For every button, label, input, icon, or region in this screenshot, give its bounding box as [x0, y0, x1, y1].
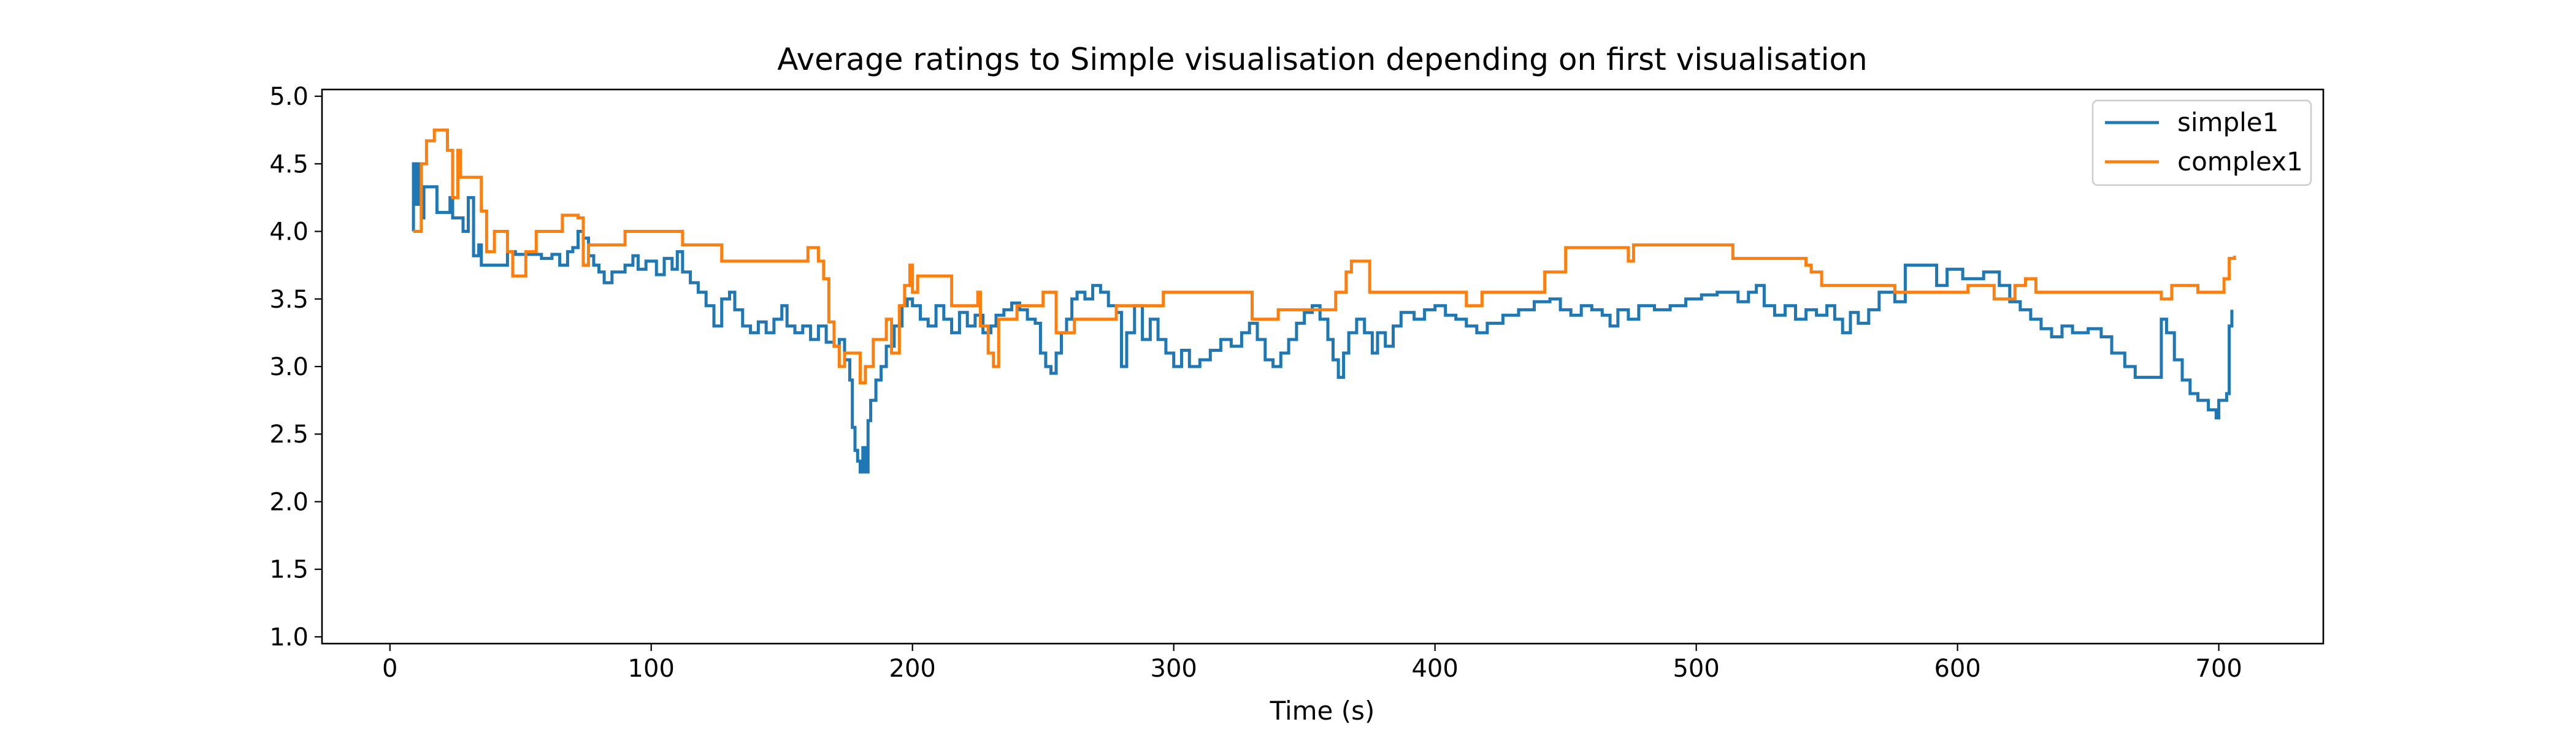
- legend: simple1 complex1: [2091, 99, 2312, 186]
- chart-title: Average ratings to Simple visualisation …: [777, 42, 1868, 77]
- y-axis: 1.0 1.5 2.0 2.5 3.0 3.5 4.0 4.5 5.0: [269, 83, 322, 652]
- y-tick-label: 2.5: [269, 420, 309, 449]
- x-tick-label: 600: [1934, 655, 1980, 683]
- series-lines: [412, 128, 2236, 474]
- x-tick-label: 300: [1151, 655, 1197, 683]
- plot-frame: [321, 88, 2325, 645]
- y-tick-label: 2.0: [269, 488, 309, 516]
- x-tick-label: 400: [1411, 655, 1458, 683]
- x-tick-label: 500: [1673, 655, 1719, 683]
- x-tick-label: 0: [382, 655, 397, 683]
- series-line-complex1: [413, 128, 2236, 384]
- legend-label-simple1: simple1: [2177, 107, 2279, 137]
- y-tick-label: 4.0: [269, 218, 309, 246]
- x-axis-label: Time (s): [1270, 696, 1375, 726]
- y-tick-label: 1.5: [269, 556, 309, 584]
- x-tick-label: 100: [628, 655, 675, 683]
- x-tick-label: 200: [889, 655, 936, 683]
- y-tick-label: 3.5: [269, 286, 309, 314]
- x-axis: 0 100 200 300 400 500 600 700: [382, 644, 2242, 683]
- y-tick-label: 4.5: [269, 150, 309, 178]
- x-tick-label: 700: [2195, 655, 2242, 683]
- y-tick-label: 5.0: [269, 83, 309, 111]
- y-tick-label: 1.0: [269, 623, 309, 652]
- y-tick-label: 3.0: [269, 353, 309, 381]
- series-line-simple1: [412, 162, 2234, 474]
- legend-label-complex1: complex1: [2177, 146, 2303, 177]
- plot-area: [322, 89, 2323, 644]
